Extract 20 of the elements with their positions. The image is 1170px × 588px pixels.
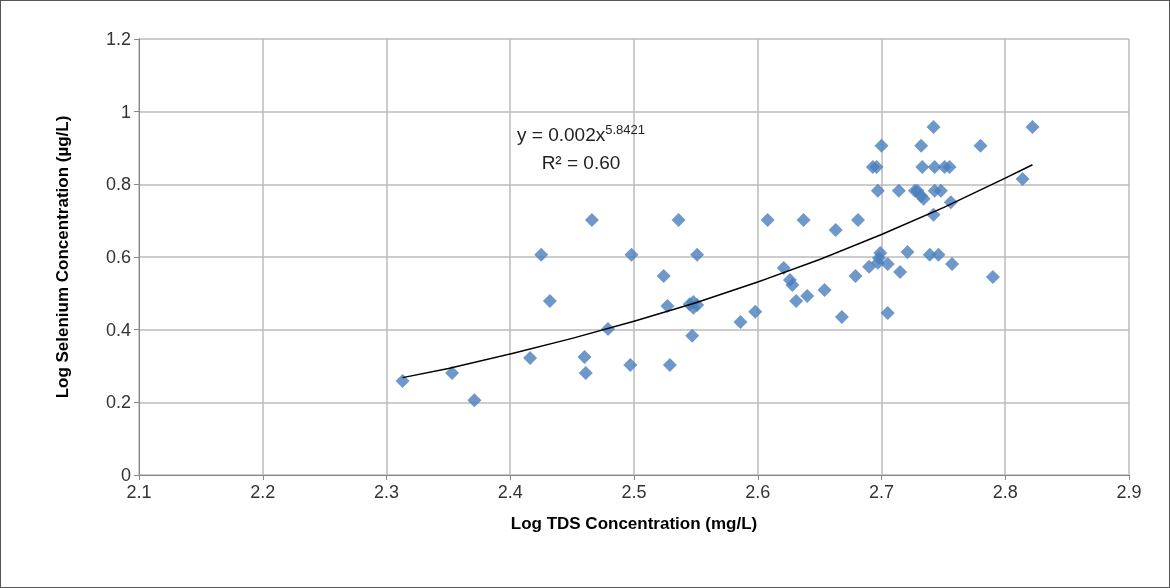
x-tick-label: 2.5 bbox=[621, 482, 647, 502]
x-tick-label: 2.7 bbox=[868, 482, 895, 502]
x-tick-label: 2.2 bbox=[250, 482, 276, 502]
y-tick-label: 0.4 bbox=[105, 319, 131, 340]
x-tick-label: 2.3 bbox=[373, 482, 400, 502]
y-axis-title: Log Selenium Concentration (µg/L) bbox=[53, 115, 72, 399]
x-tick-label: 2.8 bbox=[992, 482, 1018, 502]
x-tick-label: 2.6 bbox=[745, 482, 771, 502]
x-axis-title: Log TDS Concentration (mg/L) bbox=[510, 514, 758, 533]
y-tick-label: 0.2 bbox=[105, 392, 131, 413]
y-tick-label: 0.8 bbox=[105, 174, 131, 195]
x-tick-label: 2.4 bbox=[497, 482, 523, 502]
y-tick-label: 0.6 bbox=[105, 247, 131, 267]
annotation: y = 0.002x$^{5.8421}$ bbox=[517, 121, 645, 148]
x-tick-label: 2.1 bbox=[126, 482, 152, 502]
y-tick-label: 1.2 bbox=[105, 29, 131, 49]
annotation: R² = 0.60 bbox=[540, 151, 622, 176]
y-tick-label: 1 bbox=[120, 101, 131, 122]
y-tick-label: 0 bbox=[120, 465, 131, 485]
x-tick-label: 2.9 bbox=[1116, 482, 1142, 502]
